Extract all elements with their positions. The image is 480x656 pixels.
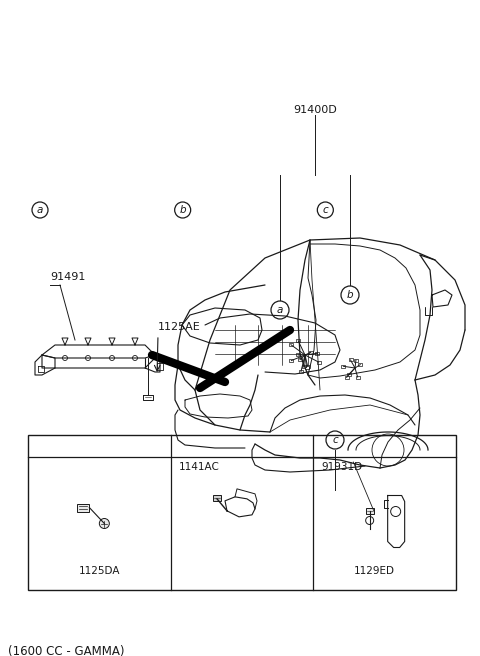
Bar: [358, 363, 362, 366]
Bar: [341, 365, 346, 368]
Circle shape: [99, 518, 109, 529]
Text: c: c: [323, 205, 328, 215]
Bar: [317, 361, 321, 363]
Bar: [77, 504, 89, 512]
Bar: [306, 365, 310, 367]
Text: a: a: [277, 305, 283, 315]
Text: 91931D: 91931D: [321, 462, 362, 472]
Bar: [213, 495, 221, 501]
Bar: [315, 352, 319, 355]
Text: b: b: [180, 205, 186, 215]
Bar: [296, 354, 300, 356]
Text: 1141AC: 1141AC: [179, 462, 219, 472]
Bar: [309, 351, 312, 354]
Bar: [345, 376, 348, 379]
Text: 91400D: 91400D: [293, 105, 337, 115]
Bar: [356, 375, 360, 379]
Bar: [366, 508, 373, 514]
Bar: [347, 373, 350, 376]
Text: 1129ED: 1129ED: [354, 566, 395, 576]
Bar: [28, 435, 456, 590]
Text: 1125DA: 1125DA: [79, 566, 120, 576]
Bar: [296, 339, 300, 342]
Bar: [299, 370, 303, 373]
Bar: [301, 365, 306, 369]
Bar: [289, 343, 293, 346]
Bar: [354, 359, 358, 361]
Bar: [298, 358, 302, 361]
Text: 1125AE: 1125AE: [158, 322, 201, 332]
Bar: [289, 359, 293, 362]
Text: b: b: [347, 290, 353, 300]
Bar: [348, 358, 352, 361]
Bar: [304, 366, 309, 369]
Text: a: a: [37, 205, 43, 215]
Text: c: c: [332, 435, 338, 445]
Text: (1600 CC - GAMMA): (1600 CC - GAMMA): [8, 645, 124, 656]
Text: 91491: 91491: [50, 272, 85, 282]
